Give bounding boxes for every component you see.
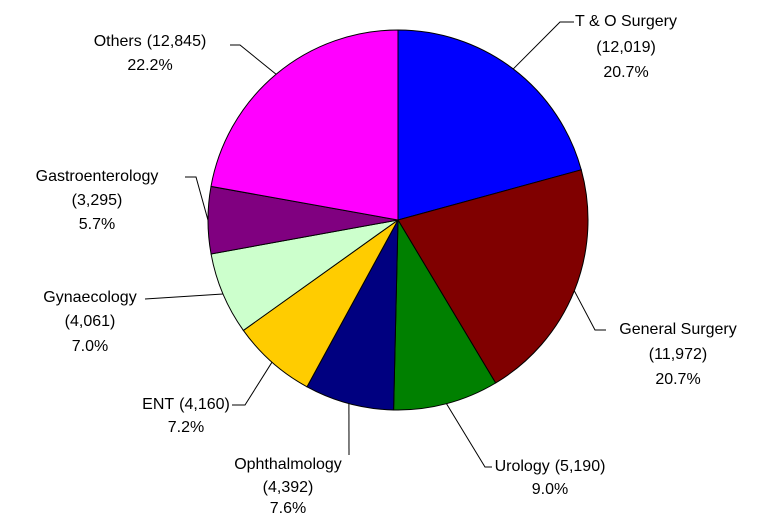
slice-label: Gynaecology bbox=[43, 289, 136, 306]
leader-line bbox=[573, 290, 606, 331]
leader-line bbox=[144, 293, 224, 300]
leader-line bbox=[512, 21, 574, 70]
pie-slice bbox=[397, 169, 589, 384]
percentage-label: 20.7% bbox=[603, 64, 648, 81]
percentage-label: 20.7% bbox=[655, 371, 700, 388]
category-label: Others bbox=[94, 33, 142, 50]
category-label: Gynaecology bbox=[43, 289, 136, 306]
leader-line bbox=[446, 403, 492, 468]
value-label: (4,392) bbox=[263, 479, 314, 496]
slice-label: (4,061) bbox=[65, 313, 116, 330]
slice-label: 7.6% bbox=[270, 500, 306, 517]
percentage-label: 7.0% bbox=[72, 338, 108, 355]
slice-label: Ophthalmology bbox=[234, 456, 342, 473]
slice-label: Gastroenterology bbox=[36, 168, 159, 185]
slice-label: (11,972) bbox=[649, 346, 707, 363]
value-label: (12,019) bbox=[596, 39, 656, 56]
category-label: Urology bbox=[495, 458, 550, 475]
category-label: Gastroenterology bbox=[36, 168, 159, 185]
slice-label: (12,019) bbox=[596, 39, 656, 56]
slice-label: (3,295) bbox=[72, 192, 123, 209]
category-label: General Surgery bbox=[619, 321, 736, 338]
slice-label: Others (12,845) bbox=[94, 33, 207, 50]
slice-label: ENT (4,160) bbox=[142, 396, 230, 413]
percentage-label: 9.0% bbox=[532, 481, 568, 498]
category-label: ENT bbox=[142, 396, 174, 413]
value-label: (4,061) bbox=[65, 313, 116, 330]
percentage-label: 7.2% bbox=[168, 419, 204, 436]
percentage-label: 22.2% bbox=[127, 57, 172, 74]
slice-label: 20.7% bbox=[655, 371, 700, 388]
percentage-label: 7.6% bbox=[270, 500, 306, 517]
pie-slice bbox=[210, 29, 399, 221]
value-label: (4,160) bbox=[179, 396, 230, 413]
category-label: T & O Surgery bbox=[575, 13, 677, 30]
slice-label: 22.2% bbox=[127, 57, 172, 74]
slice-label: T & O Surgery bbox=[575, 13, 677, 30]
slice-label: Urology (5,190) bbox=[495, 458, 606, 475]
slice-label: (4,392) bbox=[263, 479, 314, 496]
slice-label: General Surgery bbox=[619, 321, 736, 338]
pie-slice bbox=[397, 29, 582, 221]
slice-label: 20.7% bbox=[603, 64, 648, 81]
value-label: (5,190) bbox=[555, 458, 606, 475]
leader-line bbox=[230, 44, 277, 75]
percentage-label: 5.7% bbox=[79, 216, 115, 233]
leader-line bbox=[232, 361, 273, 406]
value-label: (12,845) bbox=[147, 33, 207, 50]
category-label: Ophthalmology bbox=[234, 456, 342, 473]
slice-label: 5.7% bbox=[79, 216, 115, 233]
value-label: (11,972) bbox=[649, 346, 707, 363]
slice-label: 7.2% bbox=[168, 419, 204, 436]
slice-label: 9.0% bbox=[532, 481, 568, 498]
slice-label: 7.0% bbox=[72, 338, 108, 355]
leader-line bbox=[185, 176, 209, 221]
value-label: (3,295) bbox=[72, 192, 123, 209]
